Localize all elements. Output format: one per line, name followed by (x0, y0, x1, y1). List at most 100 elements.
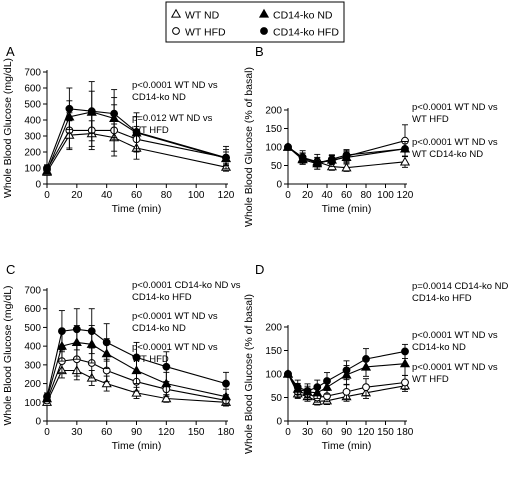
data-point (362, 355, 370, 363)
y-tick-label: 700 (24, 286, 41, 297)
x-tick-label: 60 (341, 190, 353, 201)
y-tick-label: 0 (35, 180, 41, 191)
legend-box (165, 1, 345, 43)
data-point (293, 383, 302, 392)
y-tick-label: 150 (265, 346, 282, 357)
p-value-annotation: p<0.0001 WT ND vs WT CD14-ko ND (412, 137, 498, 160)
panel-letter: B (255, 44, 264, 59)
y-tick-label: 0 (35, 417, 41, 428)
y-tick-label: 100 (265, 370, 282, 381)
data-point (323, 377, 331, 385)
y-tick-label: 600 (24, 304, 41, 315)
y-tick-label: 700 (24, 68, 41, 79)
data-point (72, 325, 81, 334)
legend-label-cd14-ko-nd: CD14-ko ND (273, 10, 333, 22)
p-value-annotation: p<0.0001 WT ND vs WT HFD (412, 102, 498, 125)
x-tick-label: 0 (44, 427, 50, 438)
x-axis-label: Time (min) (322, 203, 372, 215)
data-point (222, 153, 230, 162)
x-tick-label: 30 (71, 427, 83, 438)
data-point (87, 107, 96, 116)
y-tick-label: 500 (24, 323, 41, 334)
x-tick-label: 120 (218, 190, 235, 201)
panel-c: C 0 100 200 300 400 500 600 700 0 30 60 90 120 150 180 T… (2, 262, 241, 452)
p-value-annotation: p=0.0014 CD14-ko ND vs CD14-ko HFD (412, 281, 510, 304)
data-point (222, 379, 230, 388)
x-tick-label: 120 (397, 190, 414, 201)
x-tick-label: 120 (358, 427, 375, 438)
data-point (284, 143, 292, 151)
x-tick-label: 120 (158, 427, 175, 438)
y-axis-label: Whole Blood Glucose (mg/dL) (2, 58, 14, 198)
x-tick-label: 180 (397, 427, 414, 438)
legend-label-wt-hfd: WT HFD (185, 27, 226, 39)
p-value-annotation: p<0.0001 WT ND vs WT HFD (412, 362, 498, 385)
p-value-annotation: p<0.0001 WT ND vs WT HFD (132, 342, 218, 365)
x-tick-label: 60 (101, 427, 113, 438)
data-point (401, 347, 409, 356)
y-tick-label: 300 (24, 132, 41, 143)
x-axis-label: Time (min) (322, 440, 372, 452)
y-axis-label: Whole Blood Glucose (% of basal) (243, 67, 255, 227)
data-point (342, 387, 351, 396)
y-tick-label: 50 (271, 161, 283, 172)
x-tick-label: 180 (218, 427, 235, 438)
y-tick-label: 500 (24, 100, 41, 111)
x-axis-label: Time (min) (112, 440, 162, 452)
x-tick-label: 60 (321, 427, 333, 438)
data-point (313, 159, 322, 168)
data-point (110, 109, 119, 118)
y-tick-label: 100 (24, 164, 41, 175)
data-point (131, 387, 142, 397)
data-point (401, 378, 409, 387)
p-value-annotation: p<0.0001 CD14-ko ND vs CD14-ko HFD (132, 280, 241, 303)
data-point (162, 362, 171, 371)
data-point (298, 153, 307, 162)
x-tick-label: 20 (71, 190, 83, 201)
data-point (362, 383, 370, 392)
y-tick-label: 0 (276, 180, 282, 191)
data-point (220, 391, 232, 401)
data-point (43, 392, 51, 401)
x-tick-label: 80 (360, 190, 372, 201)
y-axis-label: Whole Blood Glucose (% of basal) (243, 294, 255, 454)
p-value-annotation: p<0.0001 WT ND vs CD14-ko ND (132, 80, 218, 103)
panel-letter: A (6, 44, 15, 59)
y-tick-label: 200 (265, 323, 282, 334)
legend-marker-cd14-ko-nd (258, 8, 270, 18)
y-tick-label: 100 (265, 143, 282, 154)
x-tick-label: 150 (188, 427, 205, 438)
legend-marker-cd14-ko-hfd (260, 27, 268, 35)
data-point (87, 327, 96, 336)
x-tick-label: 20 (302, 190, 314, 201)
data-point (399, 358, 411, 368)
data-point (132, 353, 141, 362)
x-axis-label: Time (min) (112, 203, 162, 215)
x-tick-label: 80 (161, 190, 173, 201)
panel-letter: D (255, 262, 264, 277)
x-tick-label: 90 (341, 427, 353, 438)
series-line (46, 133, 227, 173)
legend-label-wt-nd: WT ND (185, 10, 220, 22)
panel-letter: C (6, 262, 15, 277)
y-tick-label: 200 (24, 148, 41, 159)
x-tick-label: 150 (377, 427, 394, 438)
data-point (65, 104, 74, 113)
series-cd14-ko-hfd (43, 308, 230, 401)
series-line (46, 129, 227, 170)
data-point (327, 155, 336, 164)
x-tick-label: 90 (131, 427, 143, 438)
y-tick-label: 150 (265, 124, 282, 135)
series-cd14-ko-hfd (284, 140, 409, 168)
p-value-annotation: p<0.0001 WT ND vs CD14-ko ND (132, 311, 218, 334)
x-tick-label: 0 (285, 427, 291, 438)
y-tick-label: 400 (24, 342, 41, 353)
legend-label-cd14-ko-hfd: CD14-ko HFD (273, 27, 339, 39)
y-tick-label: 300 (24, 360, 41, 371)
x-tick-label: 40 (321, 190, 333, 201)
legend-marker-wt-hfd (172, 27, 180, 35)
data-point (342, 366, 351, 375)
